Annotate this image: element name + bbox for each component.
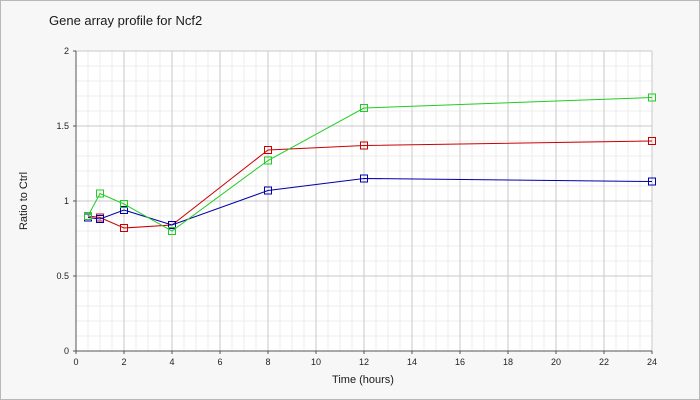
- x-tick-label: 14: [407, 357, 417, 367]
- data-point-marker: [96, 189, 104, 198]
- y-tick-label: 0: [64, 346, 69, 356]
- data-point-marker: [264, 156, 272, 165]
- data-point-marker: [96, 215, 104, 223]
- y-tick-label: 0.5: [56, 271, 69, 281]
- y-axis-label: Ratio to Ctrl: [18, 171, 30, 231]
- x-tick-label: 0: [73, 357, 78, 367]
- data-point-marker: [648, 93, 656, 102]
- data-point-marker: [264, 186, 272, 195]
- data-point-marker: [648, 177, 656, 186]
- x-tick-label: 4: [169, 357, 174, 367]
- data-point-marker: [360, 174, 368, 183]
- x-tick-label: 10: [311, 357, 321, 367]
- x-tick-label: 6: [217, 357, 222, 367]
- x-tick-label: 22: [599, 357, 609, 367]
- data-point-marker: [120, 224, 128, 232]
- x-tick-label: 18: [503, 357, 513, 367]
- data-point-marker: [360, 104, 368, 112]
- series-line-2: [87, 177, 653, 226]
- data-point-marker: [120, 200, 128, 208]
- chart-title: Gene array profile for Ncf2: [49, 13, 203, 28]
- x-tick-label: 16: [455, 357, 465, 367]
- data-point-marker: [168, 221, 176, 229]
- y-tick-label: 1.5: [56, 121, 69, 131]
- x-tick-label: 24: [647, 357, 657, 367]
- x-axis-label: Time (hours): [332, 374, 394, 386]
- data-point-marker: [648, 137, 656, 145]
- x-tick-label: 20: [551, 357, 561, 367]
- series-line-3: [87, 97, 653, 232]
- data-point-marker: [264, 146, 272, 154]
- data-point-marker: [84, 212, 92, 220]
- x-tick-label: 2: [121, 357, 126, 367]
- x-tick-label: 12: [359, 357, 369, 367]
- x-tick-label: 8: [265, 357, 270, 367]
- y-tick-label: 2: [64, 46, 69, 56]
- data-point-marker: [168, 227, 176, 235]
- data-point-marker: [360, 141, 368, 150]
- y-tick-label: 1: [64, 196, 69, 206]
- data-point-marker: [120, 206, 128, 214]
